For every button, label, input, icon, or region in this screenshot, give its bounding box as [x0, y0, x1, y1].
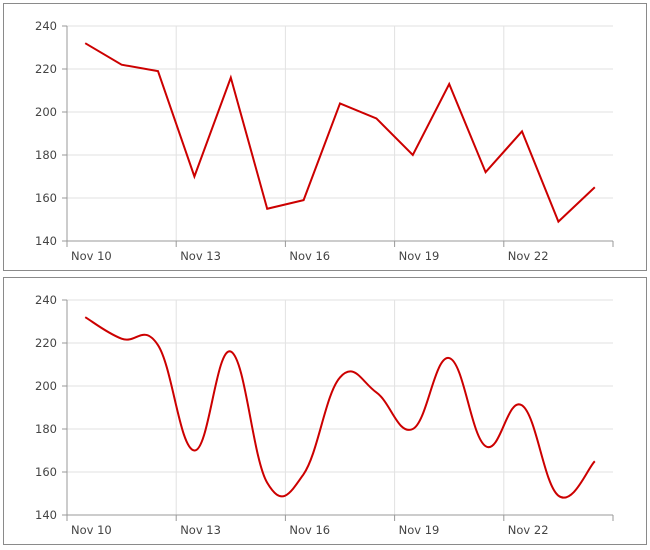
y-tick-label: 160 [35, 191, 57, 205]
series-line [84, 316, 596, 499]
linear-line-chart: 140 160 180 200 220 240 Nov 10 Nov 13 Nov 16 Nov … [3, 3, 647, 271]
y-tick-label: 180 [35, 148, 57, 162]
y-tick-label: 200 [35, 379, 57, 393]
series-line [84, 42, 596, 224]
y-tick-label: 220 [35, 336, 57, 350]
x-tick-label: Nov 13 [180, 523, 221, 537]
x-tick-label: Nov 22 [508, 523, 549, 537]
y-tick-label: 160 [35, 465, 57, 479]
y-tick-label: 180 [35, 422, 57, 436]
y-tick-label: 200 [35, 105, 57, 119]
y-tick-label: 140 [35, 234, 57, 248]
spline-line-chart: 140 160 180 200 220 240 Nov 10 Nov 13 Nov 16 Nov … [3, 277, 647, 545]
x-tick-label: Nov 10 [71, 249, 112, 263]
x-tick-label: Nov 19 [399, 523, 440, 537]
x-tick-label: Nov 19 [399, 249, 440, 263]
x-tick-label: Nov 22 [508, 249, 549, 263]
y-tick-label: 140 [35, 508, 57, 522]
x-tick-label: Nov 10 [71, 523, 112, 537]
linear-chart-svg: 140 160 180 200 220 240 Nov 10 Nov 13 Nov 16 Nov … [35, 19, 614, 263]
spline-chart-svg: 140 160 180 200 220 240 Nov 10 Nov 13 Nov 16 Nov … [35, 293, 614, 537]
x-tick-label: Nov 16 [289, 523, 330, 537]
y-tick-label: 240 [35, 293, 57, 307]
y-tick-label: 220 [35, 62, 57, 76]
x-tick-label: Nov 16 [289, 249, 330, 263]
y-tick-label: 240 [35, 19, 57, 33]
x-tick-label: Nov 13 [180, 249, 221, 263]
